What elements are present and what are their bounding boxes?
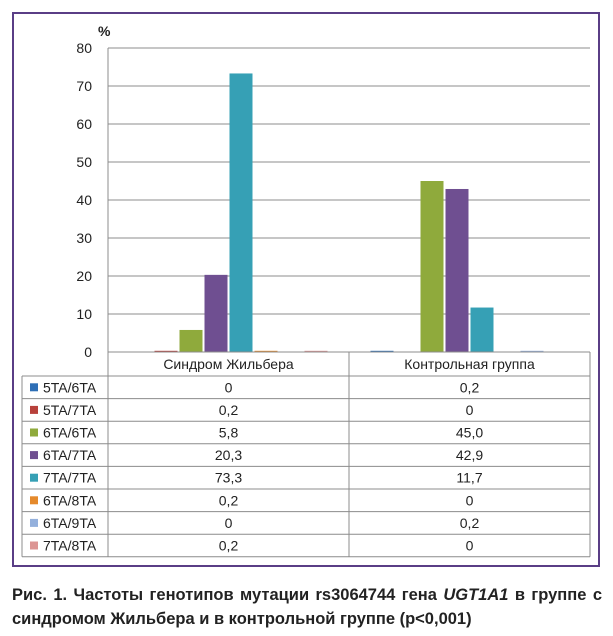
bar — [254, 350, 278, 352]
data-label: 0,2 — [460, 379, 480, 395]
bar — [370, 350, 394, 352]
chart: 0 10 20 30 40 50 60 70 80% Синдром Жильбера Контро… — [21, 23, 591, 558]
legend-label: 6TA/6TA — [43, 425, 97, 441]
legend-label: 5TA/7TA — [43, 402, 97, 418]
y-axis-label: % — [98, 23, 111, 39]
caption-prefix: Рис. 1. Частоты генотипов мутации rs3064… — [12, 586, 444, 604]
data-label: 0,2 — [219, 492, 239, 508]
y-tick-label: 70 — [76, 78, 92, 94]
y-tick-label: 50 — [76, 154, 92, 170]
category-label: Синдром Жильбера — [163, 356, 294, 372]
legend-label: 5TA/6TA — [43, 379, 97, 395]
bar — [520, 350, 544, 352]
data-label: 5,8 — [219, 425, 239, 441]
data-label: 0 — [466, 402, 474, 418]
legend-swatch — [30, 383, 38, 392]
legend-swatch — [30, 451, 38, 460]
bar — [154, 350, 178, 352]
y-tick-label: 40 — [76, 192, 92, 208]
data-label: 11,7 — [456, 470, 482, 486]
bar — [420, 181, 444, 352]
legend-swatch — [30, 473, 38, 482]
bar — [445, 188, 469, 352]
legend-label: 6TA/8TA — [43, 492, 97, 508]
bar — [470, 307, 494, 352]
caption-gene: UGT1A1 — [443, 586, 509, 604]
bar — [304, 350, 328, 352]
data-label: 0,2 — [219, 402, 239, 418]
data-label: 20,3 — [215, 447, 242, 463]
data-label: 45,0 — [456, 425, 483, 441]
legend-label: 6TA/9TA — [43, 515, 97, 531]
legend-swatch — [30, 541, 38, 550]
data-label: 0,2 — [219, 538, 239, 554]
data-label: 0 — [466, 492, 474, 508]
data-label: 0 — [225, 515, 233, 531]
data-label: 0,2 — [460, 515, 480, 531]
legend-label: 7TA/7TA — [43, 470, 97, 486]
figure-caption: Рис. 1. Частоты генотипов мутации rs3064… — [12, 583, 602, 631]
bar — [229, 73, 253, 353]
caption-suffix: в группе с синдромом Жильбера и в контро… — [12, 586, 602, 628]
legend-swatch — [30, 405, 38, 414]
y-tick-label: 0 — [84, 344, 92, 360]
legend-label: 7TA/8TA — [43, 538, 97, 554]
bar — [204, 274, 228, 352]
data-label: 0 — [466, 538, 474, 554]
y-tick-label: 60 — [76, 116, 92, 132]
data-label: 73,3 — [215, 470, 242, 486]
legend-swatch — [30, 496, 38, 505]
y-tick-label: 20 — [76, 268, 92, 284]
bar — [179, 329, 203, 352]
data-label: 42,9 — [456, 447, 483, 463]
y-tick-label: 10 — [76, 306, 92, 322]
category-label: Контрольная группа — [404, 356, 535, 372]
y-tick-label: 30 — [76, 230, 92, 246]
legend-swatch — [30, 518, 38, 527]
y-tick-label: 80 — [76, 40, 92, 56]
legend-label: 6TA/7TA — [43, 447, 97, 463]
legend-swatch — [30, 428, 38, 437]
data-label: 0 — [225, 379, 233, 395]
figure-frame — [12, 12, 600, 567]
